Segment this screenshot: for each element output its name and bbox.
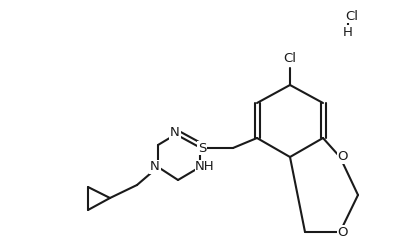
Text: NH: NH (195, 161, 215, 173)
Text: N: N (170, 127, 180, 140)
Text: N: N (150, 161, 160, 173)
Text: O: O (338, 226, 348, 238)
Text: S: S (198, 142, 206, 154)
Text: Cl: Cl (345, 10, 359, 22)
Text: H: H (343, 25, 353, 39)
Text: Cl: Cl (283, 52, 297, 66)
Text: O: O (338, 150, 348, 164)
